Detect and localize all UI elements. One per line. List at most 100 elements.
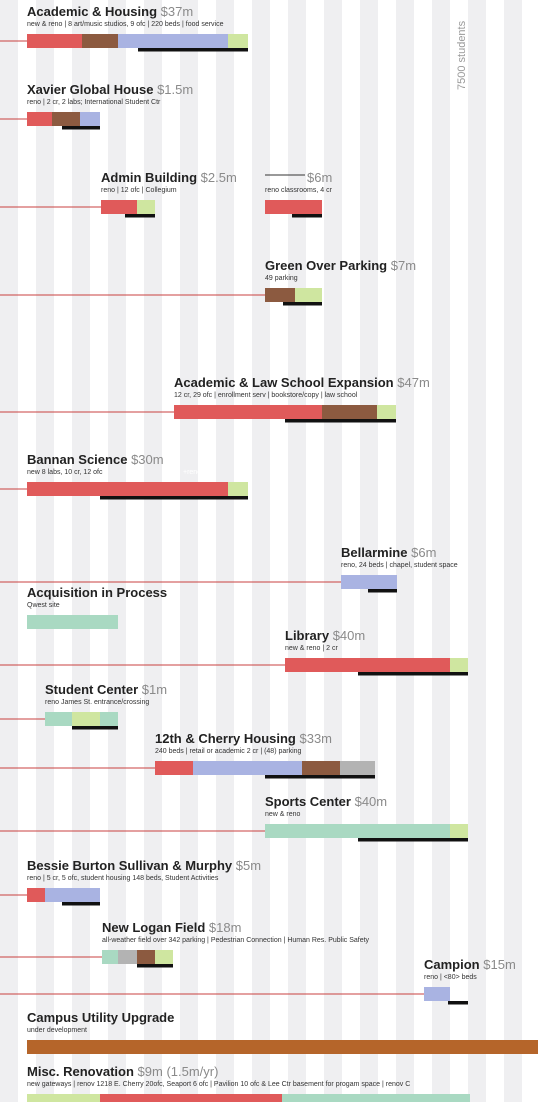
phase-bar bbox=[118, 34, 228, 48]
phase-bar bbox=[265, 200, 322, 214]
project-detail: 49 parking bbox=[265, 275, 298, 282]
project-title: Admin Building $2.5m bbox=[101, 170, 237, 185]
project-detail: new & reno | 8 art/music studios, 9 ofc … bbox=[27, 21, 224, 28]
phase-bar bbox=[27, 482, 228, 496]
project-title: Campion $15m bbox=[424, 957, 516, 972]
project-title: Campus Utility Upgrade bbox=[27, 1010, 174, 1025]
phase-bar bbox=[265, 824, 450, 838]
project-title: Academic & Housing $37m bbox=[27, 4, 193, 19]
project-cost: $30m bbox=[131, 452, 164, 467]
project-name: Campion bbox=[424, 957, 480, 972]
project-name: Bessie Burton Sullivan & Murphy bbox=[27, 858, 233, 873]
students-label: 7500 students bbox=[456, 20, 468, 90]
project-title: Misc. Renovation $9m (1.5m/yr) bbox=[27, 1064, 218, 1079]
project-name: Admin Building bbox=[101, 170, 197, 185]
project-name: Academic & Housing bbox=[27, 4, 157, 19]
project-title: Acquisition in Process bbox=[27, 585, 167, 600]
project-detail: reno | 2 cr, 2 labs; International Stude… bbox=[27, 99, 161, 106]
occupancy-bar bbox=[138, 48, 248, 52]
project-detail: under development bbox=[27, 1027, 87, 1034]
project-detail: reno classrooms, 4 cr bbox=[265, 187, 333, 194]
phase-bar bbox=[450, 658, 468, 672]
phase-bar bbox=[27, 615, 118, 629]
project-detail: new gateways | renov 1218 E. Cherry 20of… bbox=[27, 1081, 410, 1088]
project-title: 12th & Cherry Housing $33m bbox=[155, 731, 332, 746]
phase-bar bbox=[322, 405, 377, 419]
project-cost: $2.5m bbox=[201, 170, 237, 185]
project-name: Student Center bbox=[45, 682, 138, 697]
phase-bar bbox=[174, 405, 322, 419]
project-title: Library $40m bbox=[285, 628, 365, 643]
phase-bar bbox=[27, 1094, 100, 1102]
occupancy-bar bbox=[100, 496, 248, 500]
project-name: Campus Utility Upgrade bbox=[27, 1010, 174, 1025]
project-detail: reno | 5 cr, 5 ofc, student housing 148 … bbox=[27, 875, 219, 882]
project-note: +reno bbox=[183, 469, 201, 476]
phase-bar bbox=[285, 658, 450, 672]
project-detail: all-weather field over 342 parking | Ped… bbox=[102, 937, 370, 944]
phase-bar bbox=[155, 950, 173, 964]
phase-bar bbox=[450, 824, 468, 838]
project-title: Sports Center $40m bbox=[265, 794, 387, 809]
project-cost: $7m bbox=[391, 258, 416, 273]
project-title: New Logan Field $18m bbox=[102, 920, 241, 935]
phase-bar bbox=[80, 112, 100, 126]
occupancy-bar bbox=[72, 726, 118, 730]
phase-bar bbox=[228, 34, 248, 48]
occupancy-bar bbox=[62, 902, 100, 906]
phase-bar bbox=[118, 950, 137, 964]
project-name: Academic & Law School Expansion bbox=[174, 375, 394, 390]
phase-bar bbox=[100, 1094, 282, 1102]
project-detail: Qwest site bbox=[27, 602, 60, 609]
project-name: New Logan Field bbox=[102, 920, 205, 935]
phase-bar bbox=[27, 34, 82, 48]
project-name: Library bbox=[285, 628, 330, 643]
phase-bar bbox=[137, 200, 155, 214]
project-title: Bellarmine $6m bbox=[341, 545, 436, 560]
phase-bar bbox=[72, 712, 100, 726]
project-title: Bessie Burton Sullivan & Murphy $5m bbox=[27, 858, 261, 873]
phase-bar bbox=[341, 575, 397, 589]
project-name: Bannan Science bbox=[27, 452, 127, 467]
occupancy-bar bbox=[358, 838, 468, 842]
project-detail: 240 beds | retail or academic 2 cr | (48… bbox=[155, 748, 302, 755]
phase-bar bbox=[45, 888, 100, 902]
project-title: Xavier Global House $1.5m bbox=[27, 82, 193, 97]
project-cost: $9m (1.5m/yr) bbox=[138, 1064, 219, 1079]
phase-bar bbox=[27, 112, 52, 126]
phase-bar bbox=[45, 712, 72, 726]
project-detail: reno | <80> beds bbox=[424, 974, 477, 981]
project-title: Bannan Science $30m bbox=[27, 452, 164, 467]
occupancy-bar bbox=[292, 214, 322, 218]
project-title: Academic & Law School Expansion $47m bbox=[174, 375, 430, 390]
project-cost: $18m bbox=[209, 920, 242, 935]
occupancy-bar bbox=[62, 126, 100, 130]
project-cost: $37m bbox=[161, 4, 194, 19]
phase-bar bbox=[155, 761, 193, 775]
project-detail: 12 cr, 29 ofc | enrollment serv | bookst… bbox=[174, 392, 358, 399]
phase-bar bbox=[100, 712, 118, 726]
occupancy-bar bbox=[125, 214, 155, 218]
project-name: Bellarmine bbox=[341, 545, 407, 560]
project-detail: new & reno bbox=[265, 811, 301, 818]
project-title: Student Center $1m bbox=[45, 682, 167, 697]
phase-bar bbox=[424, 987, 450, 1001]
project-cost: $33m bbox=[299, 731, 332, 746]
project-detail: reno, 24 beds | chapel, student space bbox=[341, 562, 458, 569]
project-detail: new & reno | 2 cr bbox=[285, 645, 338, 652]
project-cost: $6m bbox=[411, 545, 436, 560]
phase-bar bbox=[82, 34, 118, 48]
project-cost: $47m bbox=[397, 375, 430, 390]
phase-bar bbox=[27, 888, 45, 902]
phase-bar bbox=[295, 288, 322, 302]
occupancy-bar bbox=[448, 1001, 468, 1005]
phase-bar bbox=[377, 405, 396, 419]
project-cost: $40m bbox=[333, 628, 366, 643]
project-name: Acquisition in Process bbox=[27, 585, 167, 600]
phase-bar bbox=[137, 950, 155, 964]
phase-bar bbox=[193, 761, 302, 775]
project-detail: reno | 12 ofc | Collegium bbox=[101, 187, 177, 194]
project-cost: $6m bbox=[307, 170, 332, 185]
project-name: Green Over Parking bbox=[265, 258, 387, 273]
